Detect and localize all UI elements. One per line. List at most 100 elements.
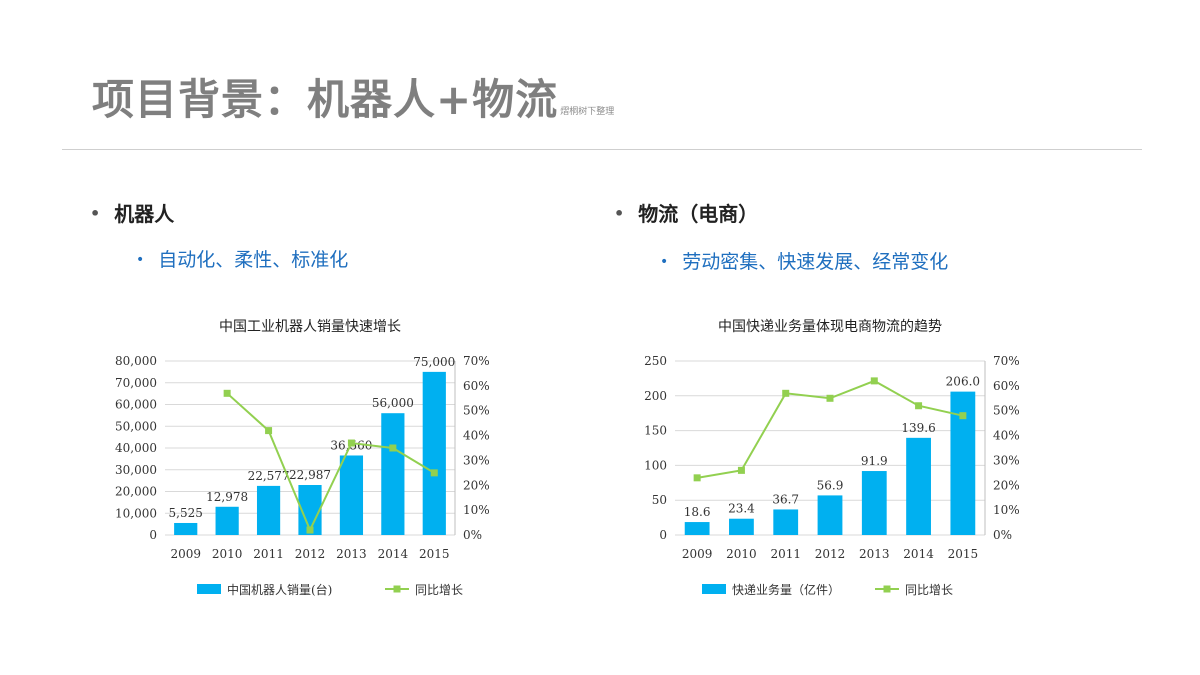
x-tick-label: 2010	[212, 547, 243, 561]
page-title: 项目背景：机器人+物流	[92, 75, 559, 124]
robot-sales-chart: 中国工业机器人销量快速增长 0 10,000 20,000 30,000 40,000 50…	[115, 319, 490, 597]
growth-line	[226, 392, 435, 533]
bar	[381, 413, 405, 535]
right-heading: • 物流（电商）	[614, 198, 758, 227]
y-right-tick-label: 20%	[993, 478, 1020, 492]
legend-line-marker	[883, 585, 891, 593]
data-label: 206.0	[946, 375, 980, 389]
y-right-tick-label: 40%	[993, 429, 1020, 443]
bullet-dot-icon: •	[136, 252, 145, 268]
data-label: 5,525	[169, 506, 203, 520]
bar	[906, 437, 931, 535]
right-subpoint: • 劳动密集、快速发展、经常变化	[660, 247, 948, 274]
legend-bar-label: 中国机器人销量(台)	[227, 582, 332, 597]
y-right-tick-label: 10%	[993, 503, 1020, 517]
x-tick-label: 2011	[770, 547, 801, 561]
data-label: 22,987	[289, 468, 331, 482]
data-label: 56.9	[817, 478, 844, 492]
page-header: 项目背景：机器人+物流 熠桐树下整理	[92, 66, 614, 127]
y-left-tick-label: 40,000	[115, 441, 157, 455]
growth-point	[693, 474, 701, 482]
header-divider	[62, 149, 1142, 150]
growth-point	[223, 389, 231, 397]
x-tick-label: 2014	[903, 547, 934, 561]
legend-bar-label: 快递业务量（亿件）	[732, 582, 840, 597]
legend-bar-swatch	[197, 584, 221, 594]
y-right-tick-label: 30%	[993, 453, 1020, 467]
left-subpoint: • 自动化、柔性、标准化	[136, 245, 348, 272]
y-left-tick-label: 10,000	[115, 506, 157, 520]
express-volume-chart: 中国快递业务量体现电商物流的趋势 0 50 100 150 200 250 0% 10% 20% 3…	[644, 319, 1020, 597]
data-label: 139.6	[901, 421, 935, 435]
growth-point	[782, 389, 790, 397]
y-right-tick-label: 50%	[463, 404, 490, 418]
bar	[773, 509, 799, 535]
x-tick-label: 2009	[682, 547, 713, 561]
y-left-tick-label: 200	[644, 389, 667, 403]
y-left-tick-label: 50,000	[115, 419, 157, 433]
data-label: 23.4	[728, 502, 755, 516]
data-label: 56,000	[372, 396, 414, 410]
bar	[817, 495, 843, 535]
y-right-tick-label: 0%	[993, 528, 1012, 542]
y-right-tick-label: 60%	[993, 379, 1020, 393]
bar	[174, 522, 198, 535]
y-left-tick-label: 80,000	[115, 354, 157, 368]
growth-point	[870, 377, 878, 385]
y-left-tick-label: 50	[652, 493, 667, 507]
y-right-tick-label: 10%	[463, 503, 490, 517]
growth-point	[265, 427, 273, 435]
x-tick-label: 2009	[170, 547, 201, 561]
y-left-tick-label: 150	[644, 424, 667, 438]
growth-point	[959, 412, 967, 420]
bullet-dot-icon: •	[614, 204, 625, 223]
watermark-text: 熠桐树下整理	[560, 107, 615, 117]
y-right-tick-label: 0%	[463, 528, 482, 542]
data-label: 36.7	[772, 492, 799, 506]
legend-line-label: 同比增长	[905, 583, 953, 597]
chart-title: 中国工业机器人销量快速增长	[219, 319, 401, 335]
x-tick-label: 2012	[295, 547, 326, 561]
y-right-tick-label: 60%	[463, 379, 490, 393]
data-label: 22,577	[248, 469, 290, 483]
y-left-tick-label: 0	[149, 528, 157, 542]
bar	[256, 485, 281, 535]
legend-line-label: 同比增长	[415, 583, 463, 597]
bar	[729, 518, 754, 535]
left-heading: • 机器人	[90, 198, 174, 227]
y-left-tick-label: 30,000	[115, 463, 157, 477]
x-tick-label: 2015	[948, 547, 979, 561]
y-left-tick-label: 250	[644, 354, 667, 368]
y-left-tick-label: 20,000	[115, 485, 157, 499]
growth-point	[389, 444, 397, 452]
left-heading-text: 机器人	[114, 202, 175, 226]
bar	[684, 522, 710, 535]
data-label: 12,978	[206, 490, 248, 504]
growth-point	[347, 439, 355, 447]
bar	[861, 471, 887, 535]
x-tick-label: 2014	[378, 547, 409, 561]
x-tick-label: 2013	[859, 547, 890, 561]
bar	[422, 371, 446, 535]
data-label: 18.6	[684, 505, 711, 519]
x-tick-label: 2011	[253, 547, 284, 561]
chart-title: 中国快递业务量体现电商物流的趋势	[718, 319, 942, 335]
right-subpoint-text: 劳动密集、快速发展、经常变化	[682, 251, 949, 273]
legend-line-marker	[393, 585, 401, 593]
bar	[215, 506, 239, 535]
bar	[339, 455, 364, 535]
growth-point	[430, 469, 438, 477]
growth-point	[826, 394, 834, 402]
y-right-tick-label: 20%	[463, 478, 490, 492]
x-tick-label: 2010	[726, 547, 757, 561]
y-left-tick-label: 60,000	[115, 398, 157, 412]
growth-point	[737, 466, 745, 474]
y-left-tick-label: 100	[644, 458, 667, 472]
data-label: 91.9	[861, 454, 888, 468]
bar	[298, 485, 322, 535]
x-tick-label: 2012	[815, 547, 846, 561]
left-subpoint-text: 自动化、柔性、标准化	[158, 249, 349, 271]
data-label: 75,000	[413, 355, 455, 369]
growth-point	[915, 402, 923, 410]
x-tick-label: 2015	[419, 547, 450, 561]
